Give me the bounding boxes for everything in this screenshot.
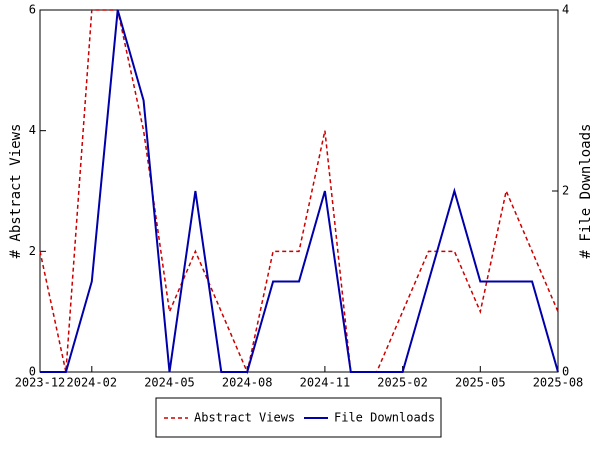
series-line <box>39 9 559 375</box>
y-tick-label: 0 <box>29 365 36 379</box>
x-tick-label: 2025-08 <box>533 376 584 390</box>
y2-tick-label: 2 <box>562 184 569 198</box>
plot-frame <box>39 9 559 373</box>
x-tick-label: 2024-02 <box>67 376 118 390</box>
y-tick-label: 2 <box>29 244 36 258</box>
series-line <box>40 9 559 373</box>
legend-label: File Downloads <box>334 411 435 425</box>
y2-axis-title: # File Downloads <box>578 124 594 259</box>
x-tick-label: 2024-11 <box>300 376 351 390</box>
y2-tick-label: 4 <box>562 3 569 17</box>
legend-box <box>155 397 442 438</box>
y-axis-title: # Abstract Views <box>8 124 24 259</box>
x-tick-label: 2024-08 <box>222 376 273 390</box>
x-tick-label: 2025-05 <box>455 376 506 390</box>
y2-tick-label: 0 <box>562 365 569 379</box>
x-tick-label: 2023-12 <box>15 376 66 390</box>
x-tick-label: 2024-05 <box>144 376 195 390</box>
y-tick-label: 4 <box>29 123 36 137</box>
x-tick-label: 2025-02 <box>377 376 428 390</box>
y-tick-label: 6 <box>29 3 36 17</box>
legend-label: Abstract Views <box>194 411 295 425</box>
